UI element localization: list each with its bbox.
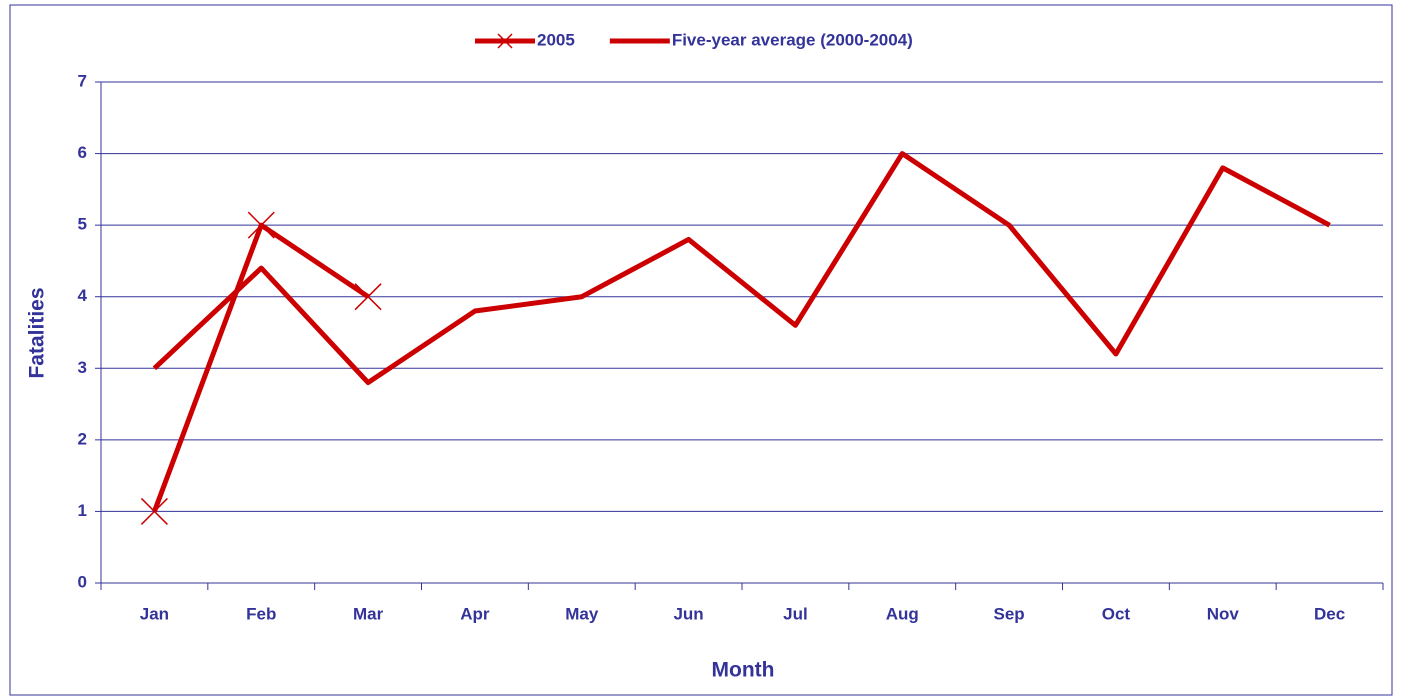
point-marker — [140, 497, 168, 525]
x-tick-label: Sep — [993, 604, 1024, 623]
y-tick-label: 3 — [78, 358, 87, 377]
point-marker — [247, 211, 275, 239]
x-tick-label: Feb — [246, 604, 276, 623]
x-axis-label: Month — [712, 659, 775, 682]
y-tick-label: 2 — [78, 429, 87, 448]
legend-marker — [497, 33, 513, 49]
y-tick-label: 1 — [78, 501, 87, 520]
point-marker — [354, 283, 382, 311]
y-tick-label: 7 — [78, 71, 87, 90]
x-tick-label: May — [565, 604, 599, 623]
x-tick-label: Jun — [673, 604, 703, 623]
x-tick-label: Mar — [353, 604, 384, 623]
x-tick-label: Jan — [140, 604, 169, 623]
y-axis-label: Fatalities — [26, 287, 49, 378]
y-tick-label: 0 — [78, 572, 87, 591]
legend-label: 2005 — [537, 30, 575, 49]
y-tick-label: 4 — [78, 286, 88, 305]
x-tick-label: Nov — [1207, 604, 1240, 623]
series-line — [152, 151, 1331, 386]
chart-border — [9, 4, 1393, 696]
x-tick-label: Dec — [1314, 604, 1345, 623]
x-tick-label: Apr — [460, 604, 490, 623]
y-tick-label: 5 — [78, 215, 87, 234]
x-tick-label: Aug — [886, 604, 919, 623]
x-tick-label: Jul — [783, 604, 808, 623]
legend-label: Five-year average (2000-2004) — [672, 30, 913, 49]
y-tick-label: 6 — [78, 143, 87, 162]
x-tick-label: Oct — [1102, 604, 1131, 623]
